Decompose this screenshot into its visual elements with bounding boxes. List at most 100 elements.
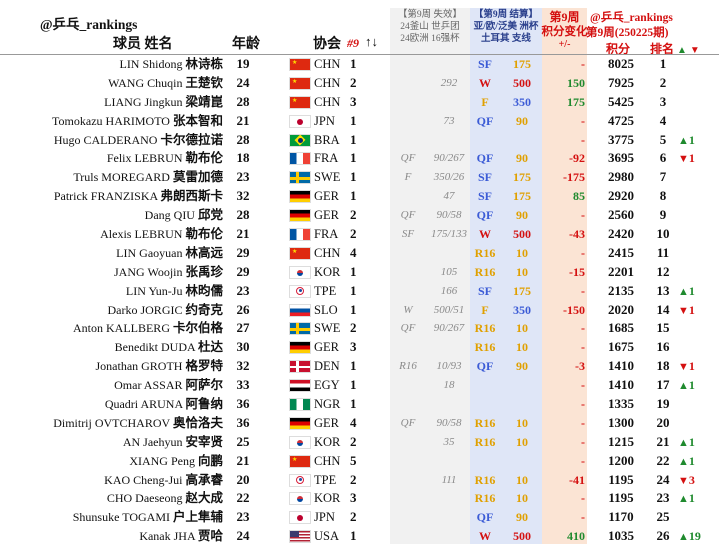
player-name-en: CHO Daeseong — [106, 491, 183, 506]
country-code: SWE — [314, 170, 341, 185]
table-row: Benedikt DUDA 杜达 30 GER 3 R16 10 - 1675 16 — [0, 338, 719, 357]
rank-number: 14 — [656, 301, 670, 317]
player-name-cn: 阿萨尔 — [185, 378, 223, 393]
table-row: XIANG Peng 向鹏 21 ★ CHN 5 - 1200 22 ▲1 — [0, 452, 719, 471]
result-sub2: 土耳其 支线 — [481, 33, 531, 44]
country-flag-icon: ★ — [289, 452, 311, 471]
player-name-cn: 奥恰洛夫 — [172, 415, 223, 430]
result-points: 175 — [513, 57, 531, 71]
lost-round: R16 — [399, 360, 417, 373]
player-name-en: Kanak JHA — [139, 529, 195, 544]
table-row: Hugo CALDERANO 卡尔德拉诺 28 BRA 1-3775 5 ▲1 — [0, 131, 719, 150]
points-change: - — [581, 340, 585, 355]
player-age: 25 — [236, 433, 250, 449]
player-name-en: LIN Shidong — [119, 57, 183, 71]
lost-round — [392, 187, 424, 206]
player-name-en: Benedikt DUDA — [114, 340, 195, 355]
total-points: 2560 — [608, 207, 634, 223]
player-name-en: Patrick FRANZISKA — [53, 189, 158, 204]
total-points: 2135 — [608, 282, 634, 298]
player-name-cn: 张本智和 — [172, 113, 223, 128]
country-code: GER — [314, 208, 339, 223]
result-round — [470, 395, 500, 414]
rank-cell: 12 — [648, 263, 714, 282]
lost-points: 47 — [443, 190, 455, 203]
player-name-en: Darko JORGIC — [107, 302, 183, 317]
table-row: CHO Daeseong 赵大成 22 KOR 3 R16 10 - 1195 23 ▲1 — [0, 489, 719, 508]
result-round: R16 — [474, 340, 496, 355]
lost-points — [428, 93, 470, 112]
rank-cell: 26 ▲19 — [648, 527, 714, 546]
player-age: 29 — [236, 263, 250, 279]
rank-number: 25 — [656, 509, 670, 525]
rank-cell: 19 — [648, 395, 714, 414]
rank-up-icon: ▲ — [678, 531, 689, 544]
result-points: 500 — [513, 227, 531, 242]
rank-number: 26 — [656, 528, 670, 544]
result-points: 10 — [516, 245, 528, 260]
player-name-cn: 格罗特 — [185, 359, 223, 374]
points-change: - — [581, 283, 585, 298]
table-row: Dang QIU 邱党 28 GER 2 QF 90/58 QF 90 - 2560 9 — [0, 206, 719, 225]
player-age: 23 — [236, 169, 250, 185]
result-points: 90 — [516, 208, 528, 223]
player-name-en: Alexis LEBRUN — [100, 227, 183, 242]
table-row: Darko JORGIC 约奇克 26 SLO 1 W 500/51 F 350 -150 202… — [0, 301, 719, 320]
rank-cell: 4 — [648, 112, 714, 131]
country-code: KOR — [314, 264, 341, 279]
lost-points: 175/133 — [430, 228, 468, 241]
lost-points — [428, 508, 470, 527]
result-round: F — [481, 302, 489, 317]
player-name-cn: 张禹珍 — [185, 264, 223, 279]
result-round: W — [479, 75, 491, 90]
player-age: 29 — [236, 244, 250, 260]
points-change: -92 — [569, 151, 585, 166]
rank-number: 6 — [659, 150, 667, 166]
association-index: 3 — [350, 339, 357, 355]
total-points: 3695 — [608, 150, 634, 166]
association-index: 1 — [350, 169, 357, 185]
rank-number: 20 — [656, 414, 670, 430]
lost-round — [392, 244, 424, 263]
result-round: QF — [476, 151, 494, 166]
rank-number: 10 — [656, 226, 670, 242]
country-code: CHN — [314, 245, 341, 260]
change-title2: 积分变化 — [541, 26, 588, 38]
points-change: -150 — [563, 302, 585, 317]
country-flag-icon — [289, 112, 311, 131]
player-name: Dang QIU 邱党 — [0, 206, 223, 225]
table-row: Felix LEBRUN 勒布伦 18 FRA 1 QF 90/267 QF 90 -92 369… — [0, 149, 719, 168]
lost-points — [428, 489, 470, 508]
header-points: 积分 — [606, 42, 631, 56]
player-name-en: JANG Woojin — [114, 264, 183, 279]
points-change: -41 — [569, 472, 585, 487]
country-flag-icon — [289, 527, 311, 546]
points-change: - — [581, 453, 585, 468]
player-age: 28 — [236, 131, 250, 147]
player-name-cn: 勒布伦 — [185, 227, 223, 242]
lost-round: W — [403, 303, 413, 316]
association-index: 2 — [350, 433, 357, 449]
points-change: -15 — [569, 264, 585, 279]
country-code: JPN — [314, 113, 335, 128]
points-change: - — [581, 113, 585, 128]
rank-down-icon: ▼ — [678, 361, 689, 374]
result-round: F — [481, 94, 489, 109]
player-name-cn: 莫雷加德 — [172, 170, 223, 185]
lost-round — [392, 471, 424, 490]
change-sub: +/- — [558, 39, 571, 51]
rank-number: 4 — [659, 112, 667, 128]
total-points: 4725 — [608, 112, 634, 128]
result-points: 175 — [513, 170, 531, 185]
player-name-en: Dang QIU — [144, 208, 195, 223]
player-name: Jonathan GROTH 格罗特 — [0, 357, 223, 376]
country-flag-icon: ★ — [289, 244, 311, 263]
lost-points: 166 — [440, 284, 458, 297]
rank-cell: 17 ▲1 — [648, 376, 714, 395]
change-header: 第9周 积分变化 +/- — [540, 10, 589, 52]
player-name-en: WANG Chuqin — [108, 75, 183, 90]
player-name-cn: 安宰贤 — [185, 434, 223, 449]
lost-points: 73 — [443, 114, 455, 127]
sort-arrows-icon[interactable]: ↑↓ — [365, 34, 378, 49]
country-code: TPE — [314, 472, 337, 487]
